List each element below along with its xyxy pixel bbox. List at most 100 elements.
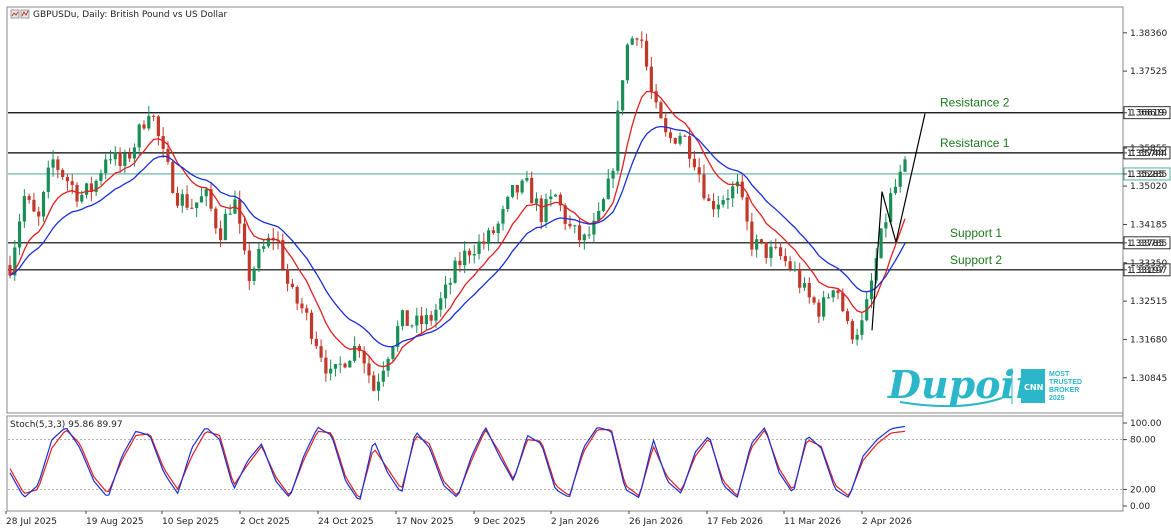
candle-body — [156, 116, 160, 137]
candle-body — [214, 208, 218, 229]
candle-body — [305, 308, 309, 313]
candle-body — [783, 256, 787, 262]
candle-body — [764, 242, 768, 258]
candle-body — [415, 315, 419, 326]
candle-body — [678, 135, 682, 144]
candle-body — [376, 381, 381, 391]
candle-body — [405, 310, 409, 326]
candle-body — [61, 169, 65, 178]
logo-tagline-3: BROKER — [1049, 387, 1079, 394]
candle-body — [879, 228, 883, 258]
candle-body — [616, 110, 620, 171]
candle-body — [688, 136, 692, 159]
candles-layer — [8, 31, 907, 401]
candle-body — [482, 241, 486, 244]
level-annotation: Support 1 — [950, 226, 1002, 240]
cnn-badge — [1021, 369, 1045, 403]
candle-body — [123, 153, 127, 166]
candle-body — [592, 220, 596, 235]
candle-body — [37, 211, 41, 217]
x-tick-label: 17 Feb 2026 — [707, 517, 763, 527]
x-tick-label: 10 Sep 2025 — [162, 517, 219, 527]
current-price-tag-text: 1.35285 — [1127, 170, 1164, 180]
candle-body — [70, 181, 74, 185]
candle-body — [812, 297, 816, 303]
candle-body — [817, 302, 821, 317]
x-tick-label: 11 Mar 2026 — [784, 517, 841, 527]
candle-body — [822, 297, 826, 317]
candle-body — [17, 221, 22, 248]
candle-body — [458, 260, 462, 266]
ma-slow-line — [9, 125, 906, 348]
candle-body — [716, 204, 720, 210]
candle-body — [94, 180, 98, 192]
candle-body — [755, 239, 759, 250]
candle-body — [195, 202, 199, 208]
candle-body — [683, 135, 687, 137]
candle-body — [860, 320, 864, 335]
candle-body — [142, 124, 146, 129]
candle-body — [209, 189, 213, 209]
y-tick-label: 1.33785 — [1130, 239, 1167, 249]
candle-body — [333, 364, 338, 369]
candle-body — [889, 193, 893, 223]
candle-body — [199, 196, 204, 203]
candle-body — [295, 286, 299, 304]
y-tick-label: 1.35020 — [1130, 182, 1167, 192]
candle-body — [343, 363, 347, 368]
candle-body — [463, 250, 467, 266]
y-tick-label: 1.34185 — [1130, 220, 1167, 230]
candle-body — [711, 200, 716, 210]
candle-body — [257, 248, 261, 269]
candle-body — [329, 368, 333, 374]
y-tick-label: 1.33350 — [1130, 259, 1167, 269]
candle-body — [831, 290, 835, 298]
candle-body — [472, 253, 476, 256]
candle-body — [242, 223, 247, 251]
candle-body — [759, 239, 764, 243]
candle-body — [635, 38, 639, 40]
candle-body — [510, 185, 515, 197]
candle-body — [573, 225, 577, 227]
symbol-icons — [10, 9, 30, 19]
candle-body — [41, 191, 46, 217]
moving-averages — [9, 90, 906, 368]
candle-body — [99, 173, 103, 181]
candle-body — [692, 158, 697, 168]
candle-body — [740, 181, 744, 198]
candle-body — [558, 194, 563, 206]
logo-underline-swoosh — [899, 397, 1003, 408]
candle-body — [238, 199, 242, 224]
candle-body — [396, 326, 400, 347]
candle-body — [826, 297, 831, 299]
x-tick-label: 9 Dec 2025 — [474, 517, 526, 527]
stoch-y-tick-label: 80.00 — [1130, 436, 1156, 446]
candle-body — [314, 338, 318, 347]
x-tick-label: 2 Oct 2025 — [240, 517, 290, 527]
candle-body — [13, 247, 17, 276]
candle-body — [659, 102, 663, 119]
candle-body — [587, 234, 591, 236]
candle-body — [745, 197, 749, 222]
stoch-pane-frame — [6, 415, 1124, 512]
candle-body — [630, 38, 634, 45]
candle-body — [487, 230, 491, 244]
candle-body — [836, 290, 840, 293]
candle-body — [554, 194, 558, 197]
candle-body — [56, 159, 60, 170]
candle-body — [539, 198, 543, 222]
cnn-badge-text: CNN — [1024, 383, 1043, 392]
level-price-tag-text: 1.33785 — [1127, 239, 1164, 249]
candle-body — [673, 138, 677, 144]
candle-body — [530, 177, 534, 204]
candle-body — [731, 186, 735, 199]
candle-body — [204, 189, 208, 197]
candle-body — [8, 265, 12, 276]
candle-body — [247, 250, 251, 281]
candle-body — [137, 124, 141, 148]
ma-fast-line — [9, 90, 906, 368]
candle-body — [788, 261, 792, 270]
candle-body — [324, 357, 328, 374]
time-axis: 28 Jul 2025 19 Aug 2025 10 Sep 2025 2 Oct 2… — [5, 511, 912, 527]
candle-body — [903, 159, 907, 172]
